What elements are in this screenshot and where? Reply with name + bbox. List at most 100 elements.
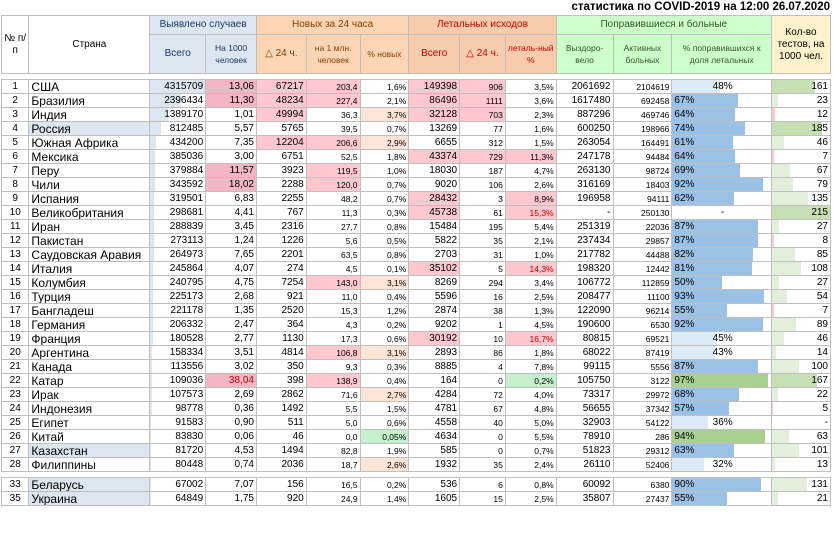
- recovered-share-bar: [672, 248, 754, 261]
- detected-per1000: 2,69: [205, 387, 257, 402]
- recovered-share: 90%: [671, 477, 772, 492]
- detected-per1000: 0,90: [205, 415, 257, 430]
- recovered-share-value: 94%: [674, 430, 695, 442]
- tests-value: 7: [822, 304, 828, 316]
- country-name: Германия: [28, 317, 151, 332]
- detected-total-bar: [150, 94, 181, 107]
- table-row: 14 Италия 245864 4,07 274 4,5 0,1% 35102 5 14,3% 1…: [0, 261, 832, 276]
- row-num: 21: [0, 359, 30, 374]
- new-d24: 398: [255, 373, 307, 388]
- detected-total-value: 180528: [169, 332, 204, 344]
- detected-per1000: 7,35: [205, 135, 257, 150]
- detected-total: 107573: [149, 387, 207, 402]
- detected-per1000: 13,06: [205, 79, 257, 94]
- deaths-total: 32128: [408, 107, 461, 122]
- header-recovered-total: Выздоро-вело: [555, 34, 614, 74]
- detected-per1000: 6,83: [205, 191, 257, 206]
- tests-per1000: 46: [770, 331, 832, 346]
- table-row: 12 Пакистан 273113 1,24 1226 5,6 0,5% 5822 35 2,1…: [0, 233, 832, 248]
- detected-per1000: 7,07: [205, 477, 257, 492]
- active-cases: 5556: [612, 359, 673, 374]
- tests-bar: [772, 492, 778, 505]
- new-d24: 2316: [255, 219, 307, 234]
- deaths-total: 6655: [408, 135, 461, 150]
- new-per-mln: 16,5: [305, 477, 361, 492]
- recovered-share: 97%: [671, 373, 772, 388]
- deaths-d24: 187: [459, 163, 506, 178]
- recovered-total: 247178: [555, 149, 614, 164]
- recovered-total: 56655: [555, 401, 614, 416]
- detected-total-value: 67002: [175, 478, 204, 490]
- recovered-share: 36%: [671, 415, 772, 430]
- active-cases: 27437: [612, 491, 673, 506]
- deaths-d24: 31: [459, 247, 506, 262]
- new-per-mln: 227,4: [305, 93, 361, 108]
- detected-total-value: 206332: [169, 318, 204, 330]
- recovered-share-value: 64%: [674, 150, 695, 162]
- new-d24: 767: [255, 205, 307, 220]
- detected-total: 379884: [149, 163, 207, 178]
- recovered-share: 57%: [671, 401, 772, 416]
- detected-total-bar: [150, 276, 154, 289]
- recovered-share: 92%: [671, 177, 772, 192]
- tests-value: 108: [811, 262, 828, 274]
- deaths-d24: 1: [459, 317, 506, 332]
- recovered-share: 48%: [671, 79, 772, 94]
- row-num: 10: [0, 205, 30, 220]
- detected-per1000: 4,53: [205, 443, 257, 458]
- detected-total: 180528: [149, 331, 207, 346]
- detected-total-value: 83830: [175, 430, 204, 442]
- tests-value: 27: [816, 276, 828, 288]
- active-cases: 96214: [612, 303, 673, 318]
- new-pct: 2,6%: [359, 457, 410, 472]
- detected-total-bar: [150, 304, 154, 317]
- tests-per1000: -: [770, 415, 832, 430]
- detected-total-bar: [150, 402, 152, 415]
- recovered-share-bar: [672, 478, 762, 491]
- tests-value: 12: [816, 108, 828, 120]
- new-d24: 1130: [255, 331, 307, 346]
- table-row: 4 Россия 812485 5,57 5765 39,5 0,7% 13269 77 1,6%…: [0, 121, 832, 136]
- recovered-share-value: 61%: [674, 136, 695, 148]
- table-row: 1 США 4315709 13,06 67217 203,4 1,6% 149398 906 3…: [0, 79, 832, 94]
- recovered-total: 316169: [555, 177, 614, 192]
- tests-bar: [772, 108, 776, 121]
- tests-bar: [772, 276, 780, 289]
- deaths-total: 4284: [408, 387, 461, 402]
- new-pct: 0,8%: [359, 247, 410, 262]
- country-name: Турция: [28, 289, 151, 304]
- new-per-mln: 39,5: [305, 121, 361, 136]
- tests-value: 63: [816, 430, 828, 442]
- new-pct: 2,9%: [359, 135, 410, 150]
- new-d24: 364: [255, 317, 307, 332]
- country-name: Индия: [28, 107, 151, 122]
- detected-total: 83830: [149, 429, 207, 444]
- new-pct: 0,3%: [359, 359, 410, 374]
- table-row: 13 Саудовская Аравия 264973 7,65 2201 63,5 0,8…: [0, 247, 832, 262]
- country-name: Россия: [28, 121, 151, 136]
- active-cases: 44488: [612, 247, 673, 262]
- deaths-pct: 5,5%: [504, 429, 557, 444]
- tests-per1000: 13: [770, 457, 832, 472]
- new-per-mln: 17,3: [305, 331, 361, 346]
- new-d24: 6751: [255, 149, 307, 164]
- table-row: 20 Аргентина 158334 3,51 4814 106,8 3,1% 2893 86…: [0, 345, 832, 360]
- new-per-mln: 0,0: [305, 429, 361, 444]
- active-cases: 29972: [612, 387, 673, 402]
- country-name: Украина: [28, 491, 151, 506]
- recovered-share-bar: [672, 360, 759, 373]
- deaths-total: 149398: [408, 79, 461, 94]
- recovered-share-bar: [672, 346, 715, 359]
- recovered-share-value: 81%: [674, 262, 695, 274]
- tests-per1000: 46: [770, 135, 832, 150]
- detected-total-bar: [150, 150, 156, 163]
- deaths-total: 536: [408, 477, 461, 492]
- active-cases: 250130: [612, 205, 673, 220]
- recovered-total: 237434: [555, 233, 614, 248]
- recovered-share-bar: [672, 318, 764, 331]
- active-cases: 94111: [612, 191, 673, 206]
- row-num: 19: [0, 331, 30, 346]
- detected-total: 264973: [149, 247, 207, 262]
- detected-total-value: 319501: [169, 192, 204, 204]
- new-d24: 920: [255, 491, 307, 506]
